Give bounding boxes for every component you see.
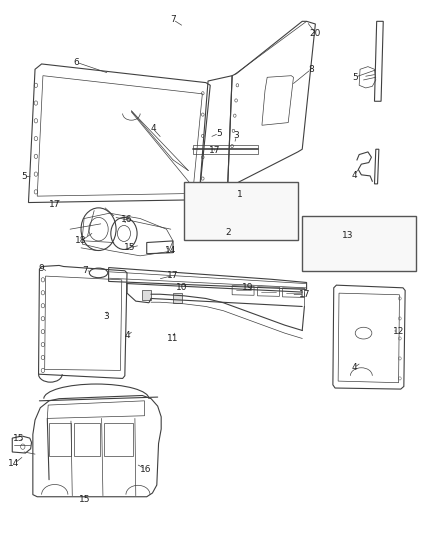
- Text: 5: 5: [21, 173, 27, 181]
- Text: 5: 5: [216, 129, 222, 138]
- Bar: [74, 423, 100, 456]
- Text: 8: 8: [308, 65, 314, 74]
- Text: 19: 19: [242, 283, 253, 292]
- Text: 11: 11: [167, 334, 179, 343]
- Text: 13: 13: [342, 231, 353, 240]
- Bar: [173, 293, 182, 303]
- Text: 16: 16: [121, 215, 133, 224]
- Bar: [142, 290, 151, 300]
- Text: 14: 14: [8, 459, 20, 468]
- Text: 5: 5: [352, 73, 358, 82]
- Text: 4: 4: [351, 364, 357, 372]
- Text: 4: 4: [351, 172, 357, 180]
- Text: 4: 4: [151, 125, 156, 133]
- Text: 14: 14: [165, 246, 177, 255]
- Text: 20: 20: [310, 29, 321, 37]
- Text: 12: 12: [393, 327, 404, 336]
- Text: 3: 3: [103, 312, 110, 321]
- Text: 18: 18: [75, 237, 87, 245]
- Bar: [49, 423, 71, 456]
- Text: 9: 9: [39, 264, 45, 272]
- Text: 7: 7: [170, 15, 176, 24]
- Text: 3: 3: [233, 132, 240, 140]
- FancyBboxPatch shape: [302, 216, 416, 271]
- Text: 17: 17: [49, 200, 60, 209]
- Text: 15: 15: [13, 434, 24, 442]
- FancyBboxPatch shape: [184, 182, 298, 240]
- Text: 10: 10: [176, 283, 187, 292]
- Bar: [104, 423, 133, 456]
- Text: 15: 15: [124, 244, 135, 252]
- Text: 17: 17: [209, 146, 220, 155]
- Text: 6: 6: [74, 58, 80, 67]
- Text: 2: 2: [225, 229, 230, 237]
- Text: 4: 4: [124, 332, 130, 340]
- Text: 7: 7: [82, 266, 88, 274]
- Text: 17: 17: [299, 290, 310, 298]
- Text: 16: 16: [140, 465, 151, 473]
- Text: 1: 1: [237, 190, 243, 199]
- Text: 15: 15: [79, 495, 90, 504]
- Text: 17: 17: [167, 271, 179, 280]
